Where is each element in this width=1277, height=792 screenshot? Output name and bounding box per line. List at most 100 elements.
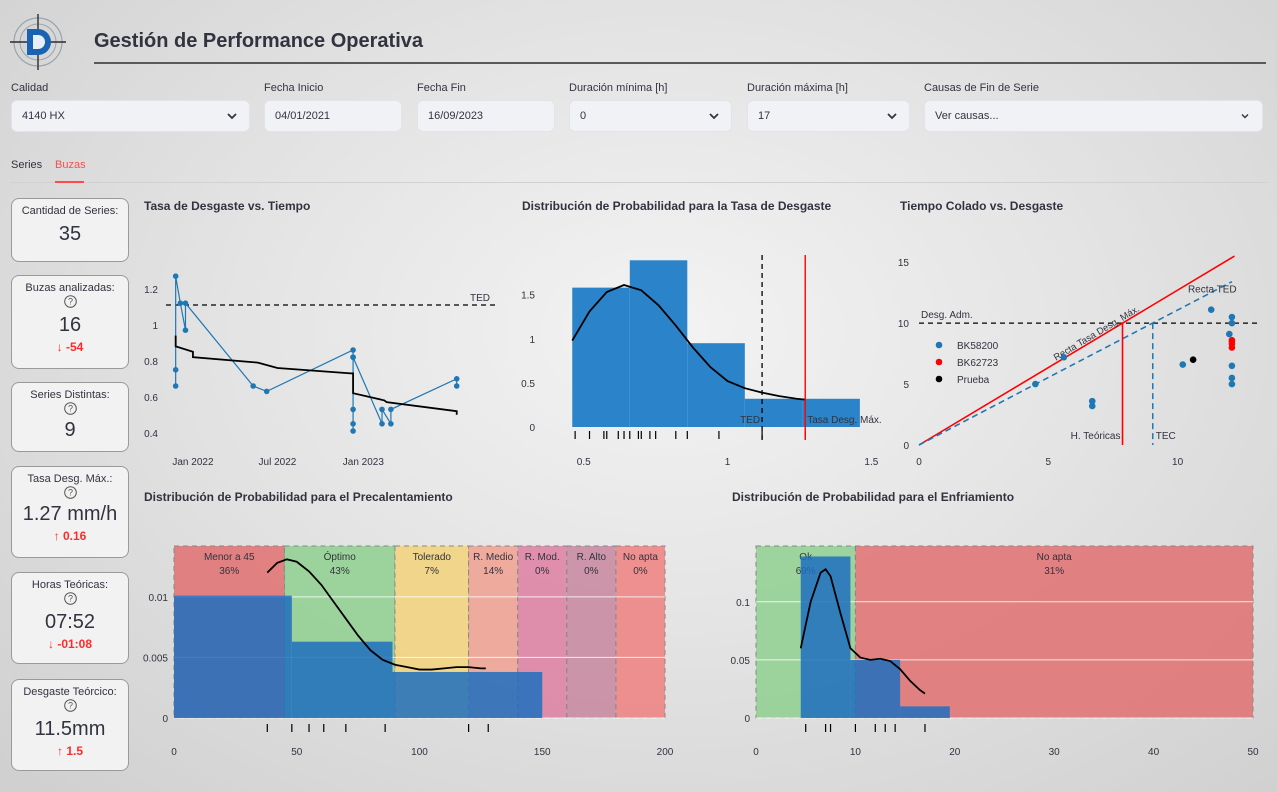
y-tick-label: 0.6 xyxy=(144,393,158,404)
zone-percentage: 0% xyxy=(584,566,599,577)
help-icon[interactable]: ? xyxy=(63,699,77,712)
duracion-min-label: Duración mínima [h] xyxy=(569,82,668,94)
help-icon[interactable]: ? xyxy=(63,486,77,499)
recta-tasa-max-line xyxy=(918,255,1235,446)
data-point xyxy=(350,421,356,427)
tec-label: TEC xyxy=(1156,431,1176,442)
help-icon[interactable]: ? xyxy=(63,592,77,605)
zone-percentage: 7% xyxy=(425,566,440,577)
metric-value: 35 xyxy=(58,223,82,245)
zone-label: R. Alto xyxy=(577,552,607,563)
x-tick-label: 150 xyxy=(534,747,551,758)
duracion-max-select[interactable]: 17 xyxy=(747,100,910,132)
y-tick-label: 0.5 xyxy=(521,379,535,390)
scatter-point xyxy=(1060,353,1068,361)
histogram-bar xyxy=(744,398,803,427)
data-point xyxy=(388,421,394,427)
help-icon[interactable]: ? xyxy=(63,402,77,415)
metric-delta: -54 xyxy=(66,340,84,354)
fecha-inicio-value: 04/01/2021 xyxy=(275,110,331,122)
data-point xyxy=(177,300,184,306)
chart-title-dist-tasa: Distribución de Probabilidad para la Tas… xyxy=(522,199,832,213)
x-tick-label: Jan 2022 xyxy=(172,457,214,468)
metric-card-desgaste-teorico: Desgaste Teórcico: ? 11.5mm ↑ 1.5 xyxy=(11,679,129,771)
y-tick-label: 0 xyxy=(162,714,168,725)
tab-series[interactable]: Series xyxy=(11,159,43,171)
data-point xyxy=(388,406,394,413)
causas-label: Causas de Fin de Serie xyxy=(924,82,1039,94)
y-tick-label: 1.2 xyxy=(144,285,158,296)
metric-delta: 0.16 xyxy=(62,529,87,543)
chart-dist-tasa[interactable]: 0 0.5 1 1.5 0.5 1 1.5 TED Tasa Desg. Máx. xyxy=(515,225,885,475)
active-tab-indicator xyxy=(55,181,84,183)
x-tick-label: Jul 2022 xyxy=(259,457,297,468)
svg-text:?: ? xyxy=(67,404,72,414)
arrow-up-icon: ↑ xyxy=(56,744,67,758)
help-icon[interactable]: ? xyxy=(63,295,77,308)
metric-value: 1.27 mm/h xyxy=(22,503,118,525)
y-tick-label: 15 xyxy=(898,258,910,269)
zone-percentage: 0% xyxy=(535,566,550,577)
legend-marker xyxy=(935,375,943,383)
zone-band xyxy=(854,545,1254,719)
fecha-inicio-input[interactable]: 04/01/2021 xyxy=(264,100,402,132)
desg-adm-label: Desg. Adm. xyxy=(921,310,973,321)
metric-value: 16 xyxy=(58,314,82,336)
data-point xyxy=(172,383,179,389)
zone-percentage: 43% xyxy=(330,566,350,577)
chevron-down-icon xyxy=(1241,114,1249,119)
chart-tasa-tiempo[interactable]: 0.4 0.6 0.8 1 1.2 Jan 2022 Jul 2022 Jan 2023 TED xyxy=(140,225,500,475)
recta-ted-line xyxy=(918,280,1233,446)
y-tick-label: 0.1 xyxy=(736,598,750,609)
y-tick-label: 5 xyxy=(903,380,909,391)
y-tick-label: 1 xyxy=(152,321,158,332)
x-tick-label: Jan 2023 xyxy=(343,457,385,468)
scatter-point xyxy=(1088,402,1096,410)
arrow-up-icon: ↑ xyxy=(53,529,63,543)
scatter-point xyxy=(1228,380,1236,388)
scatter-point xyxy=(1207,306,1215,314)
tab-buzas[interactable]: Buzas xyxy=(55,159,86,171)
y-tick-label: 0 xyxy=(744,714,750,725)
x-tick-label: 100 xyxy=(411,747,428,758)
zone-band xyxy=(566,545,617,719)
zone-label: R. Mod. xyxy=(525,552,560,563)
tasa-max-label: Tasa Desg. Máx. xyxy=(807,415,881,426)
data-point xyxy=(453,383,460,389)
metric-card-buzas-analizadas: Buzas analizadas: ? 16 ↓ -54 xyxy=(11,275,129,369)
chart-dist-precal[interactable]: Menor a 45 36% Óptimo 43% Tolerado 7% R. Medio… xyxy=(140,515,685,765)
y-tick-label: 0 xyxy=(903,441,909,452)
ted-label: TED xyxy=(470,293,490,304)
causas-placeholder: Ver causas... xyxy=(935,110,999,122)
histogram-bar xyxy=(572,287,630,427)
y-tick-label: 0 xyxy=(529,423,535,434)
causas-multiselect[interactable]: Ver causas... xyxy=(924,100,1263,132)
data-point xyxy=(453,376,460,382)
kde-curve xyxy=(266,558,486,671)
zone-label: Óptimo xyxy=(324,550,357,563)
metric-label: Desgaste Teórcico: xyxy=(23,686,117,698)
metric-value: 11.5mm xyxy=(34,718,106,740)
metric-label: Tasa Desg. Máx.: xyxy=(27,473,113,485)
data-point xyxy=(172,367,179,373)
scatter-point xyxy=(1228,362,1236,370)
calidad-select[interactable]: 4140 HX xyxy=(11,100,250,132)
series-line-promedio xyxy=(174,335,458,415)
fecha-fin-value: 16/09/2023 xyxy=(428,110,484,122)
data-point xyxy=(263,388,270,395)
duracion-max-label: Duración máxima [h] xyxy=(747,82,848,94)
chart-title-tasa-tiempo: Tasa de Desgaste vs. Tiempo xyxy=(144,199,311,213)
app-title: Gestión de Performance Operativa xyxy=(94,30,424,52)
x-tick-label: 200 xyxy=(657,747,674,758)
scatter-point xyxy=(1228,319,1236,327)
metric-label: Horas Teóricas: xyxy=(31,579,109,591)
y-tick-label: 0.05 xyxy=(731,656,751,667)
zone-label: Menor a 45 xyxy=(204,552,255,563)
duracion-min-select[interactable]: 0 xyxy=(569,100,732,132)
duracion-max-value: 17 xyxy=(758,110,771,122)
fecha-fin-input[interactable]: 16/09/2023 xyxy=(417,100,555,132)
metric-label: Buzas analizadas: xyxy=(25,282,115,294)
svg-text:?: ? xyxy=(67,488,72,498)
